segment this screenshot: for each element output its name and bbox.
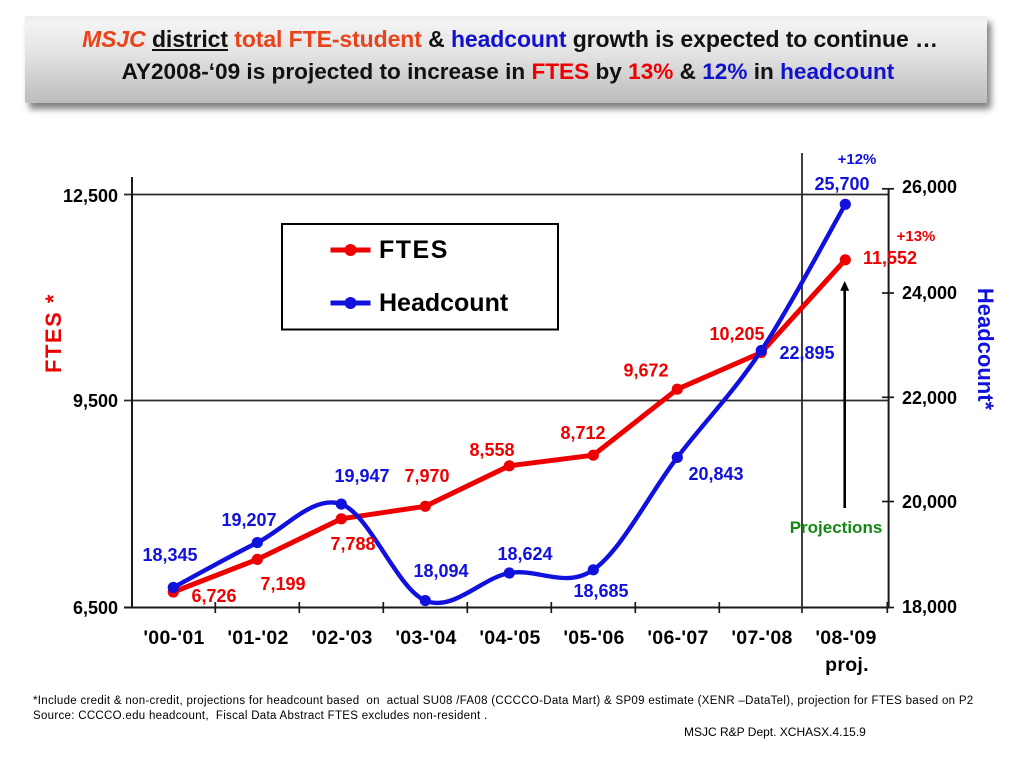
svg-text:'07-'08: '07-'08 <box>731 627 792 649</box>
svg-text:18,000: 18,000 <box>902 597 957 617</box>
svg-text:'02-'03: '02-'03 <box>311 627 372 649</box>
svg-text:22,000: 22,000 <box>902 388 957 408</box>
svg-text:FTES: FTES <box>379 236 449 264</box>
svg-text:9,672: 9,672 <box>623 361 668 381</box>
svg-text:18,345: 18,345 <box>142 545 197 565</box>
svg-text:19,207: 19,207 <box>221 510 276 530</box>
svg-text:12,500: 12,500 <box>63 186 118 206</box>
svg-text:+13%: +13% <box>897 228 936 245</box>
svg-text:20,843: 20,843 <box>688 464 743 484</box>
svg-text:'08-'09: '08-'09 <box>815 627 876 649</box>
svg-text:25,700: 25,700 <box>814 174 869 194</box>
svg-text:Projections: Projections <box>790 518 883 537</box>
svg-text:26,000: 26,000 <box>902 177 957 197</box>
svg-text:18,685: 18,685 <box>573 581 628 601</box>
svg-text:'00-'01: '00-'01 <box>143 627 204 649</box>
svg-text:9,500: 9,500 <box>73 391 118 411</box>
svg-text:18,624: 18,624 <box>497 544 552 564</box>
svg-text:'03-'04: '03-'04 <box>395 627 456 649</box>
svg-text:'05-'06: '05-'06 <box>563 627 624 649</box>
svg-text:6,726: 6,726 <box>191 586 236 606</box>
svg-text:8,712: 8,712 <box>560 423 605 443</box>
svg-text:18,094: 18,094 <box>413 561 468 581</box>
svg-text:7,199: 7,199 <box>260 574 305 594</box>
svg-text:6,500: 6,500 <box>73 598 118 618</box>
svg-text:7,788: 7,788 <box>330 534 375 554</box>
svg-text:Headcount: Headcount <box>379 289 509 317</box>
svg-text:'04-'05: '04-'05 <box>479 627 540 649</box>
svg-text:FTES *: FTES * <box>41 293 66 373</box>
svg-text:7,970: 7,970 <box>404 466 449 486</box>
svg-text:10,205: 10,205 <box>709 324 764 344</box>
svg-text:proj.: proj. <box>825 654 869 676</box>
svg-text:19,947: 19,947 <box>334 466 389 486</box>
svg-text:20,000: 20,000 <box>902 492 957 512</box>
svg-text:24,000: 24,000 <box>902 283 957 303</box>
svg-text:'06-'07: '06-'07 <box>647 627 708 649</box>
svg-text:+12%: +12% <box>838 151 877 168</box>
svg-text:'01-'02: '01-'02 <box>227 627 288 649</box>
svg-text:22,895: 22,895 <box>779 343 834 363</box>
svg-text:8,558: 8,558 <box>469 440 514 460</box>
svg-text:11,552: 11,552 <box>863 248 917 268</box>
svg-text:Headcount*: Headcount* <box>973 288 998 411</box>
